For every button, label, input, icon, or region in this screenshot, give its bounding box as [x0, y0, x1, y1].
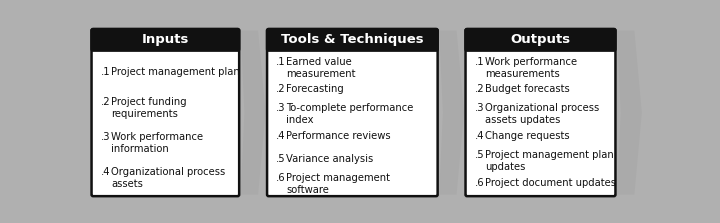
- Text: .4: .4: [474, 131, 485, 141]
- Text: Work performance
measurements: Work performance measurements: [485, 57, 577, 78]
- Text: .5: .5: [276, 154, 286, 164]
- Text: Project document updates: Project document updates: [485, 178, 616, 188]
- Text: .2: .2: [474, 84, 485, 94]
- FancyBboxPatch shape: [270, 46, 435, 51]
- Text: Work performance
information: Work performance information: [111, 132, 203, 155]
- Text: .2: .2: [101, 97, 110, 107]
- Text: Forecasting: Forecasting: [287, 84, 344, 94]
- Text: Inputs: Inputs: [142, 33, 189, 46]
- FancyBboxPatch shape: [267, 29, 438, 51]
- Polygon shape: [439, 31, 464, 195]
- Polygon shape: [617, 31, 642, 195]
- Text: Organizational process
assets: Organizational process assets: [111, 167, 225, 190]
- FancyBboxPatch shape: [466, 29, 616, 196]
- Text: Outputs: Outputs: [510, 33, 570, 46]
- FancyBboxPatch shape: [91, 29, 239, 196]
- Text: .6: .6: [276, 173, 286, 183]
- Text: .3: .3: [276, 103, 286, 113]
- FancyBboxPatch shape: [91, 29, 239, 51]
- Text: .1: .1: [276, 57, 286, 66]
- FancyBboxPatch shape: [466, 29, 616, 51]
- Text: .4: .4: [276, 131, 286, 141]
- Text: Project funding
requirements: Project funding requirements: [111, 97, 186, 120]
- Text: Project management
software: Project management software: [287, 173, 390, 195]
- Text: .5: .5: [474, 150, 485, 160]
- Text: Project management plan
updates: Project management plan updates: [485, 150, 613, 172]
- Text: Tools & Techniques: Tools & Techniques: [281, 33, 423, 46]
- FancyBboxPatch shape: [469, 46, 612, 51]
- Text: .1: .1: [101, 67, 110, 77]
- Text: .6: .6: [474, 178, 485, 188]
- Text: .3: .3: [474, 103, 485, 113]
- Text: .1: .1: [474, 57, 485, 66]
- Text: Variance analysis: Variance analysis: [287, 154, 374, 164]
- FancyBboxPatch shape: [94, 46, 236, 51]
- Text: To-complete performance
index: To-complete performance index: [287, 103, 414, 125]
- Text: Performance reviews: Performance reviews: [287, 131, 391, 141]
- Text: Budget forecasts: Budget forecasts: [485, 84, 570, 94]
- Text: Change requests: Change requests: [485, 131, 570, 141]
- Text: .3: .3: [101, 132, 110, 142]
- Text: .4: .4: [101, 167, 110, 178]
- FancyBboxPatch shape: [267, 29, 438, 196]
- Polygon shape: [240, 31, 266, 195]
- Text: .2: .2: [276, 84, 286, 94]
- Text: Organizational process
assets updates: Organizational process assets updates: [485, 103, 599, 125]
- Text: Earned value
measurement: Earned value measurement: [287, 57, 356, 78]
- Text: Project management plan: Project management plan: [111, 67, 240, 77]
